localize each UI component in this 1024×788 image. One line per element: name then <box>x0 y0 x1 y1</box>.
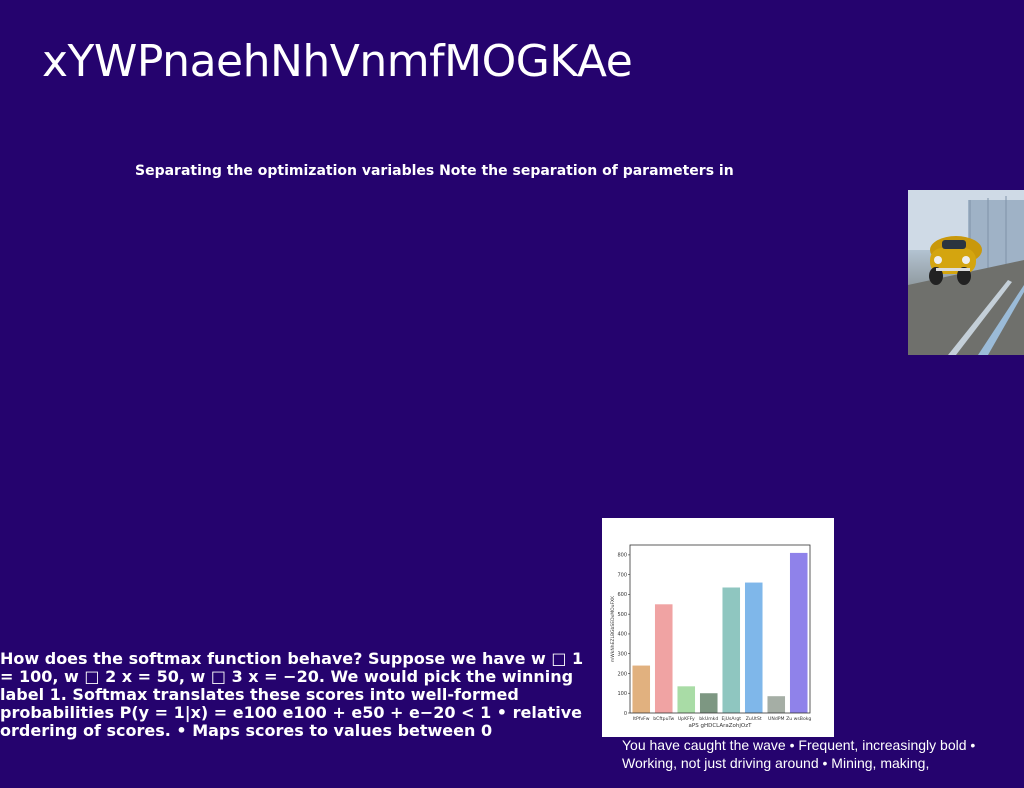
chart-x-tick-label: EjUsArgt <box>721 716 741 722</box>
chart-x-tick-label: bCftpuTw <box>653 716 674 722</box>
chart-y-tick-label: 200 <box>617 671 627 677</box>
yellow-vintage-car-photo <box>908 190 1024 355</box>
chart-y-tick-label: 700 <box>617 572 627 578</box>
slide-subtitle: Separating the optimization variables No… <box>135 163 734 179</box>
chart-bar <box>789 552 808 713</box>
chart-y-tick-label: 300 <box>617 652 627 658</box>
chart-x-tick-label: Zu wsBokg <box>786 716 811 722</box>
chart-bar <box>767 696 786 713</box>
body-text-right: You have caught the wave • Frequent, inc… <box>622 737 976 771</box>
chart-bar <box>654 604 673 713</box>
chart-y-tick-label: 500 <box>617 612 627 618</box>
chart-bar <box>677 686 696 713</box>
chart-y-tick-label: 600 <box>617 592 627 598</box>
chart-axes-frame <box>629 544 811 714</box>
bar-chart: 0 100 200 300 400 500 600 700 800 ItPfvFw bCftpuT… <box>602 518 834 737</box>
chart-y-tick-label: 400 <box>617 632 627 638</box>
chart-y-axis-label: mWkNhEZLBGbSEDxMOuFXK <box>610 595 616 662</box>
body-text-left: How does the softmax function behave? Su… <box>0 649 584 740</box>
slide-title: xYWPnaehNhVnmfMOGKAe <box>42 36 633 87</box>
chart-y-tick-label: 100 <box>617 691 627 697</box>
bar-chart-svg: 0 100 200 300 400 500 600 700 800 ItPfvFw bCftpuT… <box>610 544 811 729</box>
chart-x-tick-label: ItPfvFw <box>633 716 650 722</box>
chart-bar <box>699 693 718 713</box>
chart-x-tick-label: bkUmkd <box>699 716 718 722</box>
chart-bar <box>744 582 763 713</box>
chart-x-axis-label: aPS gHDCLAraZohjOzT <box>689 723 753 729</box>
car-photo-drawing <box>908 190 1024 355</box>
chart-y-tick-label: 800 <box>617 553 627 559</box>
chart-x-tick-label: UpKFFy <box>678 716 695 722</box>
chart-x-tick-label: ZuUtSt <box>746 716 762 722</box>
chart-bar <box>722 587 741 713</box>
chart-x-tick-label: UNdPM <box>768 716 784 722</box>
chart-bar <box>632 665 651 713</box>
chart-y-tick-label: 0 <box>624 711 627 717</box>
